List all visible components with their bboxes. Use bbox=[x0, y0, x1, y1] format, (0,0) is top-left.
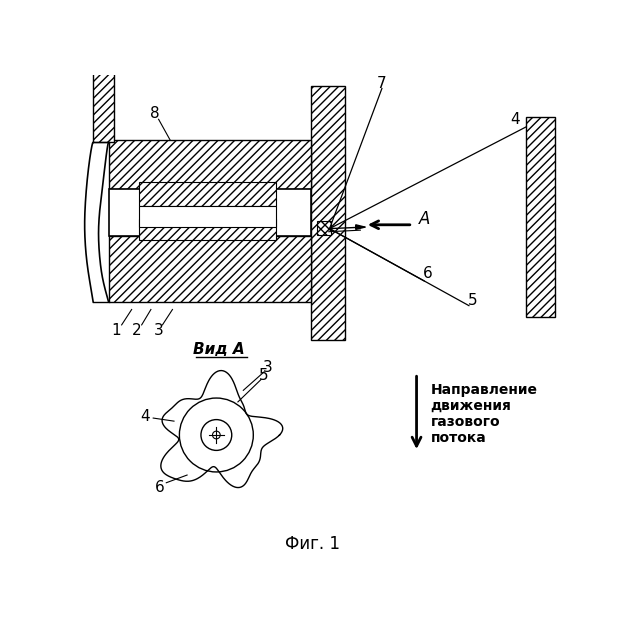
Text: 6: 6 bbox=[423, 266, 433, 281]
Text: 7: 7 bbox=[377, 77, 387, 91]
Text: 2: 2 bbox=[132, 323, 142, 338]
Bar bbox=[109, 236, 311, 302]
Bar bbox=[526, 117, 555, 317]
Bar bbox=[317, 221, 331, 234]
Text: 3: 3 bbox=[263, 360, 273, 374]
Text: 4: 4 bbox=[141, 409, 150, 424]
Text: 3: 3 bbox=[154, 323, 163, 338]
Text: 8: 8 bbox=[150, 106, 159, 121]
Text: 6: 6 bbox=[156, 480, 165, 495]
Polygon shape bbox=[356, 225, 365, 230]
Bar bbox=[93, 0, 114, 142]
Text: 5: 5 bbox=[468, 293, 477, 308]
Bar bbox=[109, 140, 311, 188]
Text: 5: 5 bbox=[259, 368, 269, 383]
Text: 1: 1 bbox=[111, 323, 121, 338]
Text: A: A bbox=[419, 210, 430, 228]
Bar bbox=[109, 188, 311, 236]
Text: Вид A: Вид A bbox=[193, 342, 244, 357]
Bar bbox=[140, 205, 276, 227]
Bar bbox=[311, 86, 345, 340]
Text: 4: 4 bbox=[510, 112, 520, 127]
Bar bbox=[140, 218, 276, 240]
Text: Направление
движения
газового
потока: Направление движения газового потока bbox=[431, 383, 538, 445]
Text: Фиг. 1: Фиг. 1 bbox=[285, 536, 340, 554]
Bar bbox=[140, 182, 276, 205]
